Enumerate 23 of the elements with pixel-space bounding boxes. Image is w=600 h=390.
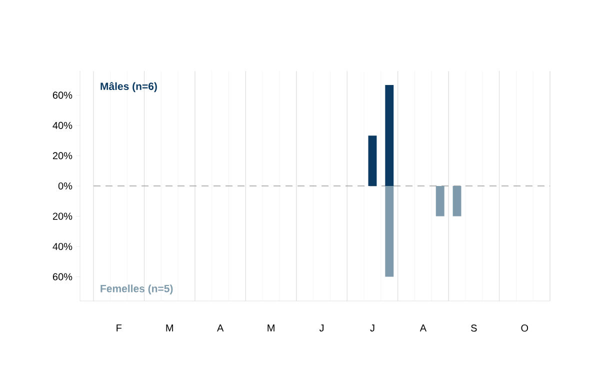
y-tick-label: 60%: [52, 273, 72, 280]
x-tick-label: F: [116, 324, 122, 332]
text: Mâles (n=6): [100, 82, 157, 92]
x-tick-label: J: [370, 324, 374, 332]
x-tick-label: J: [319, 324, 324, 332]
bar: [385, 85, 394, 186]
x-tick-label: M: [268, 324, 274, 332]
y-tick-label: 60%: [52, 92, 72, 99]
y-tick-label: 20%: [52, 152, 72, 160]
x-tick-label: S: [471, 324, 477, 332]
x-tick-label: A: [420, 324, 427, 332]
y-tick-label: 40%: [52, 122, 72, 129]
bar: [452, 186, 462, 216]
bar: [385, 186, 394, 277]
y-tick-label: 20%: [52, 212, 72, 220]
x-tick-label: A: [217, 324, 224, 332]
y-tick-label: 0%: [58, 182, 72, 190]
bar: [368, 136, 377, 186]
x-tick-label: O: [521, 324, 528, 332]
text: Femelles (n=5): [100, 284, 173, 294]
y-tick-label: 40%: [52, 242, 72, 250]
bar: [436, 186, 444, 216]
x-tick-label: M: [166, 324, 173, 332]
